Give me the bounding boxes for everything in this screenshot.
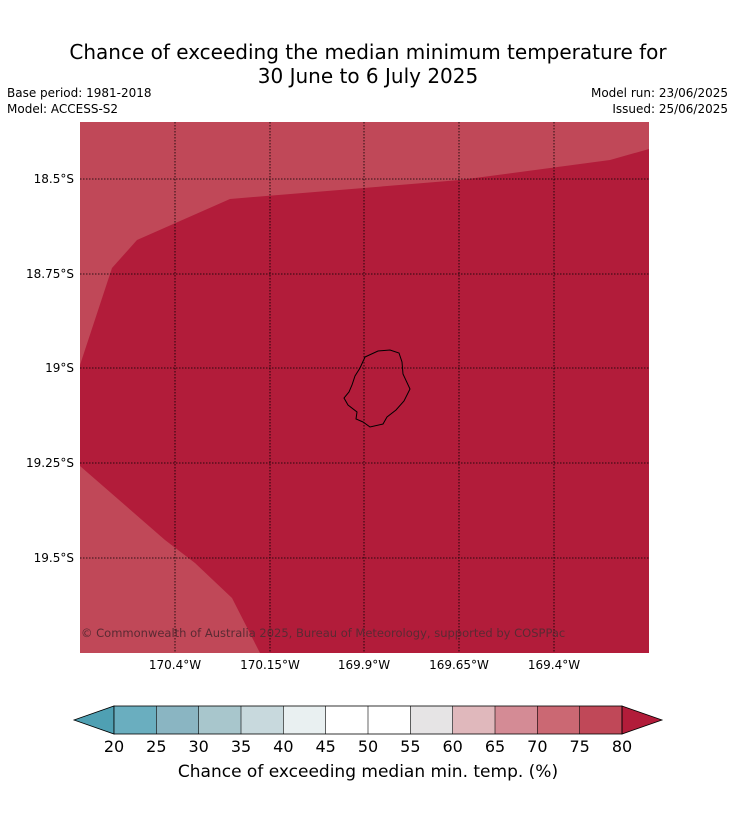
lat-label: 18.75°S <box>26 267 74 281</box>
colorbar-extend-low <box>72 705 115 735</box>
colorbar-segment <box>283 706 326 734</box>
colorbar-tick-label: 40 <box>273 737 294 756</box>
lat-label: 19.25°S <box>26 456 74 470</box>
colorbar-tick-label: 25 <box>146 737 167 756</box>
colorbar-segment <box>495 706 538 734</box>
map-title-line-1: Chance of exceeding the median minimum t… <box>69 40 667 64</box>
lon-label: 169.65°W <box>429 658 489 672</box>
lat-label: 18.5°S <box>33 172 74 186</box>
colorbar-segment <box>325 706 368 734</box>
lon-label: 170.15°W <box>240 658 300 672</box>
probability-region-above-80 <box>80 149 649 653</box>
colorbar-segment <box>198 706 241 734</box>
colorbar-tick-label: 65 <box>484 737 506 756</box>
lon-label: 169.4°W <box>527 658 581 672</box>
colorbar-tick-label: 30 <box>188 737 209 756</box>
colorbar-title: Chance of exceeding median min. temp. (%… <box>177 762 559 782</box>
colorbar-segment <box>410 706 453 734</box>
colorbar-segment <box>241 706 284 734</box>
colorbar-segment <box>114 706 157 734</box>
graticule <box>80 122 649 653</box>
colorbar-tick-label: 35 <box>230 737 252 756</box>
lat-label: 19.5°S <box>33 551 74 565</box>
colorbar-tick-label: 50 <box>357 737 379 756</box>
base-period-text: Base period: 1981-2018 <box>7 86 152 100</box>
colorbar-tick-label: 20 <box>103 737 125 756</box>
niue-island-outline <box>343 349 411 428</box>
colorbar-tick-label: 70 <box>527 737 548 756</box>
colorbar-tick-label: 75 <box>569 737 590 756</box>
colorbar <box>72 705 664 735</box>
model-run-text: Model run: 23/06/2025 <box>590 86 728 100</box>
lon-label: 170.4°W <box>148 658 202 672</box>
colorbar-tick-label: 45 <box>315 737 336 756</box>
colorbar-tick-label: 80 <box>611 737 633 756</box>
colorbar-tick-label: 55 <box>400 737 421 756</box>
colorbar-segment <box>537 706 580 734</box>
colorbar-segment <box>579 706 622 734</box>
lon-label: 169.9°W <box>337 658 391 672</box>
colorbar-segment <box>156 706 199 734</box>
map-title-line-2: 30 June to 6 July 2025 <box>257 64 479 88</box>
lat-label: 19°S <box>45 361 74 375</box>
issued-text: Issued: 25/06/2025 <box>612 102 728 116</box>
model-text: Model: ACCESS-S2 <box>7 102 119 116</box>
colorbar-tick-label: 60 <box>442 737 463 756</box>
copyright-notice: © Commonwealth of Australia 2025, Bureau… <box>81 626 565 640</box>
colorbar-extend-high <box>621 705 664 735</box>
colorbar-segment <box>452 706 495 734</box>
colorbar-segment <box>368 706 411 734</box>
